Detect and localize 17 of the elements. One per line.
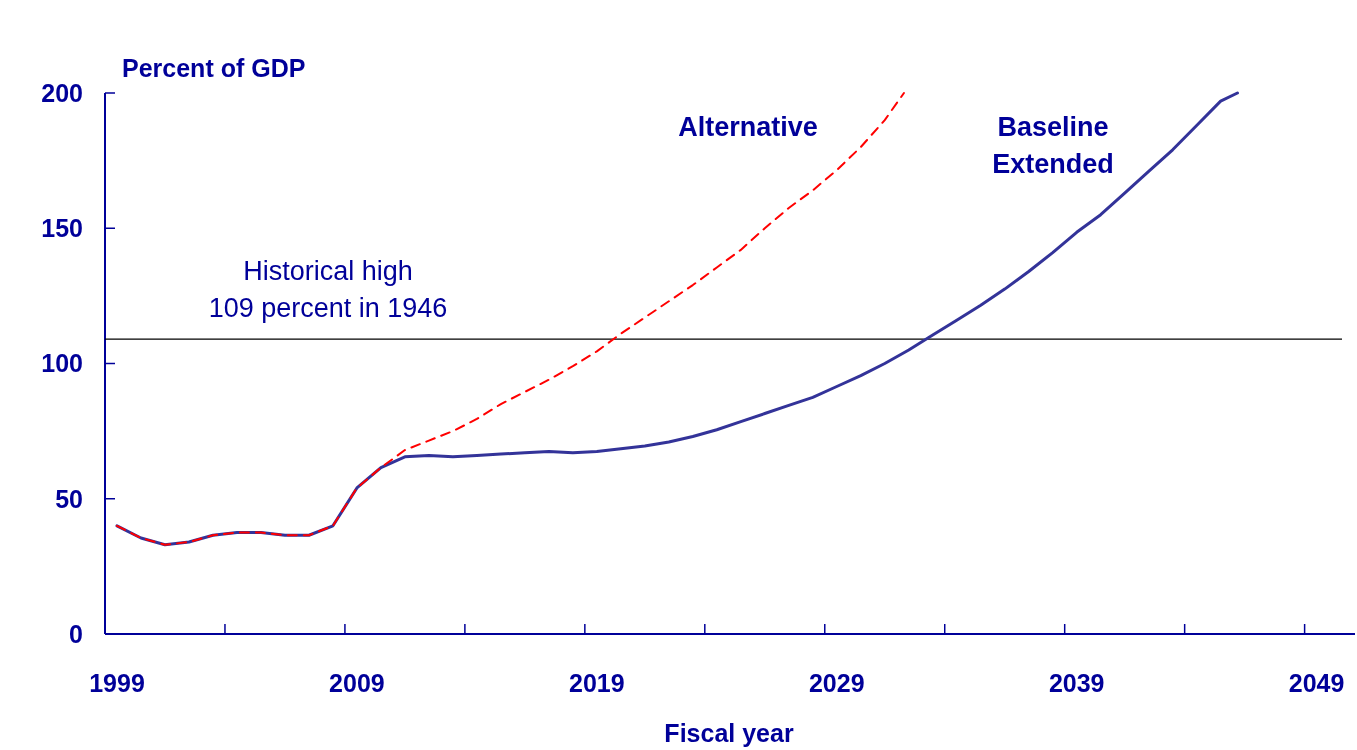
y-tick-label: 0 — [69, 619, 83, 648]
x-tick-label: 2019 — [569, 669, 625, 697]
x-tick-label: 2029 — [808, 669, 865, 697]
x-tick-label: 2039 — [1048, 669, 1105, 697]
ref-line-label: Historical high 109 percent in 1946 — [208, 256, 448, 324]
y-tick-label: 200 — [41, 78, 83, 107]
y-tick-label: 50 — [55, 484, 83, 513]
x-axis-title: Fiscal year — [664, 719, 794, 747]
line-series — [116, 92, 905, 546]
x-tick-label: 1999 — [89, 669, 145, 697]
y-tick-label: 150 — [41, 214, 83, 242]
x-tick-label: 2009 — [329, 669, 385, 697]
series-label: Alternative — [678, 112, 818, 142]
y-tick-label: 100 — [41, 349, 83, 378]
x-tick-label: 2049 — [1288, 669, 1345, 697]
y-axis-title: Percent of GDP — [122, 54, 306, 82]
series-label: Baseline Extended — [992, 112, 1114, 179]
